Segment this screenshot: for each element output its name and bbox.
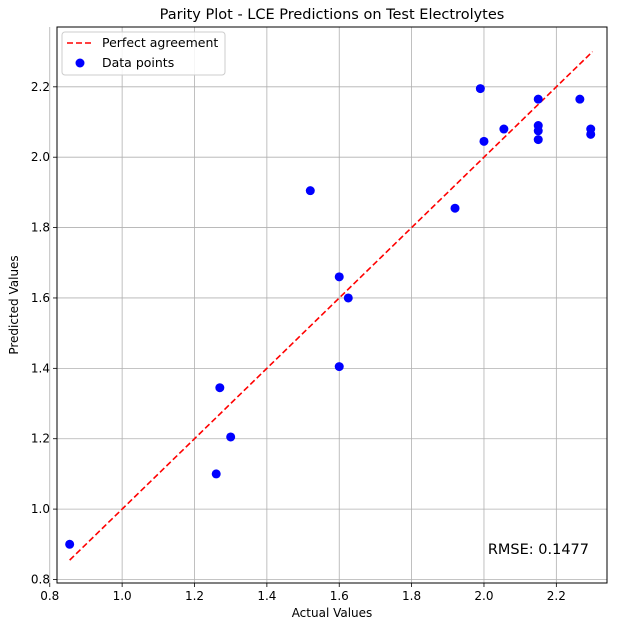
perfect-agreement-line — [69, 51, 594, 561]
y-tick-label: 1.2 — [31, 432, 50, 446]
data-point — [533, 126, 543, 136]
legend-label-data-points: Data points — [102, 55, 174, 70]
legend-box — [61, 31, 226, 76]
x-tick-label: 1.6 — [330, 589, 349, 603]
x-tick-label: 2.0 — [474, 589, 493, 603]
data-point — [450, 203, 460, 213]
reference-line-layer — [69, 51, 594, 561]
x-tick-label: 1.4 — [257, 589, 276, 603]
y-tick-label: 1.4 — [31, 361, 50, 375]
data-point — [586, 129, 596, 139]
y-tick-label: 1.0 — [31, 502, 50, 516]
x-tick-label: 1.2 — [185, 589, 204, 603]
data-point — [215, 383, 225, 393]
chart-title: Parity Plot - LCE Predictions on Test El… — [160, 7, 505, 23]
x-tick-label: 0.8 — [40, 589, 59, 603]
grid-lines — [49, 27, 607, 583]
x-tick-label: 1.0 — [113, 589, 132, 603]
y-tick-label: 2.0 — [31, 150, 50, 164]
x-tick-label: 2.2 — [547, 589, 566, 603]
plot-frame — [56, 26, 608, 584]
data-point — [211, 469, 221, 479]
data-point — [226, 432, 236, 442]
data-point — [334, 362, 344, 372]
y-tick-label: 0.8 — [31, 572, 50, 586]
data-point — [533, 94, 543, 104]
rmse-annotation: RMSE: 0.1477 — [488, 542, 589, 558]
axis-ticks: 0.8 1.0 1.2 1.4 1.6 1.8 2.0 2.2 0.8 1.0 1.2 1.4 1.6 1… — [31, 80, 566, 603]
data-point — [499, 124, 509, 134]
data-points-layer — [65, 84, 596, 549]
y-tick-label: 1.6 — [31, 291, 50, 305]
y-axis-label: Predicted Values — [7, 255, 21, 354]
y-tick-label: 2.2 — [31, 80, 50, 94]
data-point — [575, 94, 585, 104]
data-point — [305, 186, 315, 196]
legend-point-swatch — [75, 58, 85, 68]
data-point — [475, 84, 485, 94]
data-point — [479, 136, 489, 146]
legend: Perfect agreement Data points — [61, 31, 226, 76]
x-axis-label: Actual Values — [292, 606, 373, 620]
data-point — [533, 135, 543, 145]
data-point — [334, 272, 344, 282]
data-point — [343, 293, 353, 303]
y-tick-label: 1.8 — [31, 221, 50, 235]
data-point — [65, 539, 75, 549]
x-tick-label: 1.8 — [402, 589, 421, 603]
legend-label-perfect-agreement: Perfect agreement — [102, 35, 218, 50]
